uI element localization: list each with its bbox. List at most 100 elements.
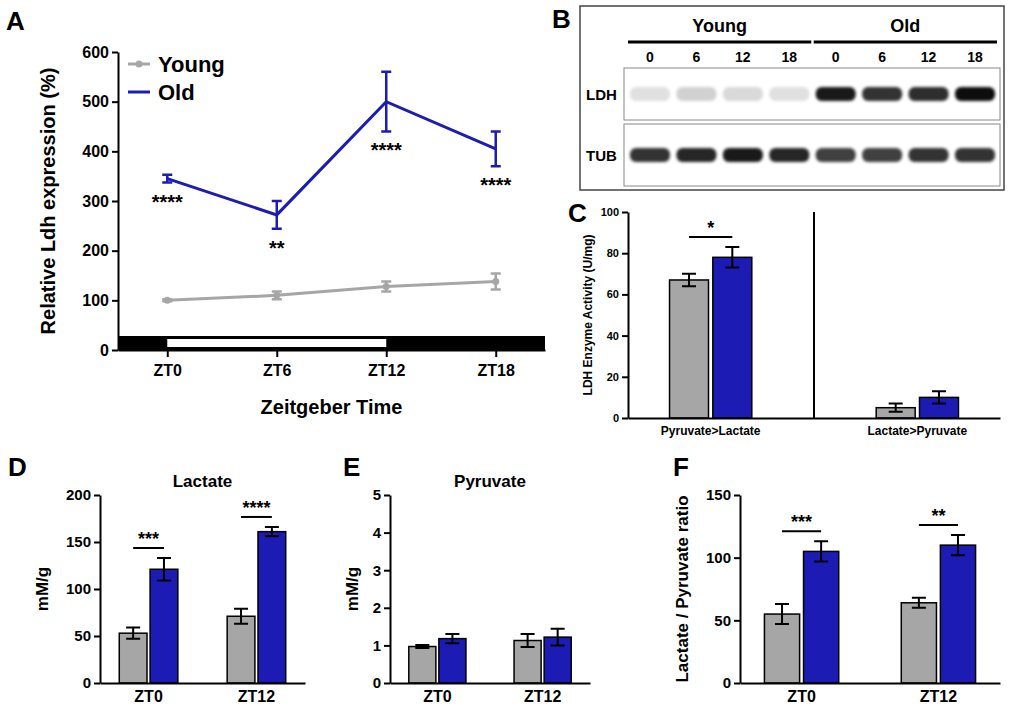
- y-axis-title: mM/g: [33, 567, 52, 611]
- panel-label: C: [568, 198, 587, 228]
- series-line: [167, 281, 495, 300]
- error-bar: [775, 604, 789, 624]
- row-label: LDH: [586, 86, 617, 103]
- x-tick-label: ZT12: [524, 688, 561, 705]
- y-tick-mark: [112, 101, 118, 103]
- panel-label: B: [552, 4, 571, 34]
- x-axis-line: [741, 683, 1001, 685]
- annotation: ***: [791, 512, 812, 532]
- series-line: [167, 102, 495, 215]
- y-tick-label: 4: [373, 524, 382, 541]
- annotation: *: [707, 218, 714, 238]
- lane-label: 0: [646, 49, 654, 65]
- band: [816, 87, 856, 101]
- figure-container: 0100200300400500600ZT0ZT6ZT12ZT18*******…: [0, 0, 1020, 716]
- y-tick-label: 20: [607, 371, 619, 383]
- annotation: ****: [242, 498, 270, 518]
- error-bar: [491, 131, 501, 166]
- band: [630, 148, 670, 162]
- y-tick-label: 0: [723, 674, 731, 691]
- band: [769, 148, 809, 162]
- lane-label: 6: [693, 49, 701, 65]
- y-tick-label: 0: [83, 674, 91, 691]
- figure: 0100200300400500600ZT0ZT6ZT12ZT18*******…: [0, 0, 1020, 716]
- y-tick-mark: [384, 683, 390, 685]
- x-axis: ZT0 ZT12: [741, 683, 1001, 705]
- error-bar: [682, 274, 696, 286]
- band: [676, 87, 716, 101]
- annotation: ****: [152, 191, 183, 213]
- band: [769, 87, 809, 101]
- plot-area: [162, 72, 500, 304]
- x-tick-label: ZT0: [423, 688, 452, 705]
- y-axis: 020406080100: [601, 206, 629, 424]
- x-tick-label: ZT12: [368, 362, 405, 379]
- band: [676, 148, 716, 162]
- x-tick: ZT0: [787, 683, 816, 705]
- error-bar: [381, 281, 391, 291]
- y-tick: 0: [83, 674, 100, 691]
- y-tick-mark: [112, 201, 118, 203]
- x-axis: Pyruvate>LactateLactate>Pyruvate: [629, 418, 1001, 438]
- y-tick-mark: [734, 683, 740, 685]
- panel: 012345ZT0ZT12PyruvatemM/gE: [343, 452, 591, 705]
- error-bar: [491, 274, 501, 290]
- x-axis: ZT0ZT6ZT12ZT18: [119, 350, 546, 379]
- group-underline: [628, 41, 811, 44]
- y-tick: 50: [714, 612, 740, 629]
- y-tick-label: 0: [100, 342, 109, 359]
- y-tick-label: 0: [613, 412, 619, 424]
- bar: [940, 545, 975, 683]
- marker: [273, 292, 280, 299]
- x-tick-label: ZT18: [478, 362, 515, 379]
- legend-entry: Old: [128, 80, 195, 105]
- error-bar: [912, 598, 926, 608]
- y-tick-mark: [94, 683, 100, 685]
- y-axis: 050100150200: [66, 486, 101, 691]
- x-tick: ZT12: [524, 683, 561, 705]
- error-bar: [932, 391, 946, 403]
- legend-label: Old: [158, 80, 195, 105]
- x-tick-mark: [276, 350, 278, 357]
- plot-area: [670, 247, 959, 418]
- y-tick-label: 50: [74, 627, 91, 644]
- y-tick-label: 150: [706, 486, 731, 503]
- group-label: Young: [692, 16, 747, 36]
- y-tick: 0: [613, 412, 628, 424]
- y-tick-mark: [622, 212, 628, 214]
- y-tick-label: 100: [706, 549, 731, 566]
- y-tick-mark: [384, 570, 390, 572]
- y-tick: 500: [82, 93, 118, 110]
- y-tick-mark: [112, 350, 118, 352]
- band: [955, 148, 995, 162]
- bar: [409, 647, 436, 683]
- y-tick-label: 150: [66, 533, 91, 550]
- x-tick: ZT12: [920, 683, 957, 705]
- lane-label: 0: [832, 49, 840, 65]
- y-axis-line: [390, 496, 392, 684]
- x-tick-mark: [167, 350, 169, 357]
- x-tick: ZT0: [423, 683, 452, 705]
- marker: [492, 278, 499, 285]
- chart-title: Lactate: [173, 472, 233, 491]
- y-tick-label: 400: [82, 143, 109, 160]
- band: [909, 87, 949, 101]
- lane-label: 12: [921, 49, 937, 65]
- error-bar: [814, 541, 828, 561]
- y-axis: 0 50 100 150: [706, 486, 741, 691]
- y-tick-mark: [734, 495, 740, 497]
- y-tick-mark: [112, 151, 118, 153]
- x-axis-line: [101, 683, 306, 685]
- y-axis-line: [628, 213, 630, 419]
- y-tick: 150: [66, 533, 100, 550]
- x-axis-line: [391, 683, 591, 685]
- blot-row-box: [624, 124, 1000, 186]
- panel: 020406080100Pyruvate>LactateLactate>Pyru…: [568, 198, 1001, 438]
- x-tick: ZT12: [368, 350, 405, 379]
- y-tick-label: 2: [373, 599, 381, 616]
- y-tick-mark: [112, 250, 118, 252]
- legend-marker: [136, 61, 143, 68]
- dark-phase-bar: [118, 336, 545, 350]
- band: [723, 148, 763, 162]
- y-tick: 100: [66, 580, 100, 597]
